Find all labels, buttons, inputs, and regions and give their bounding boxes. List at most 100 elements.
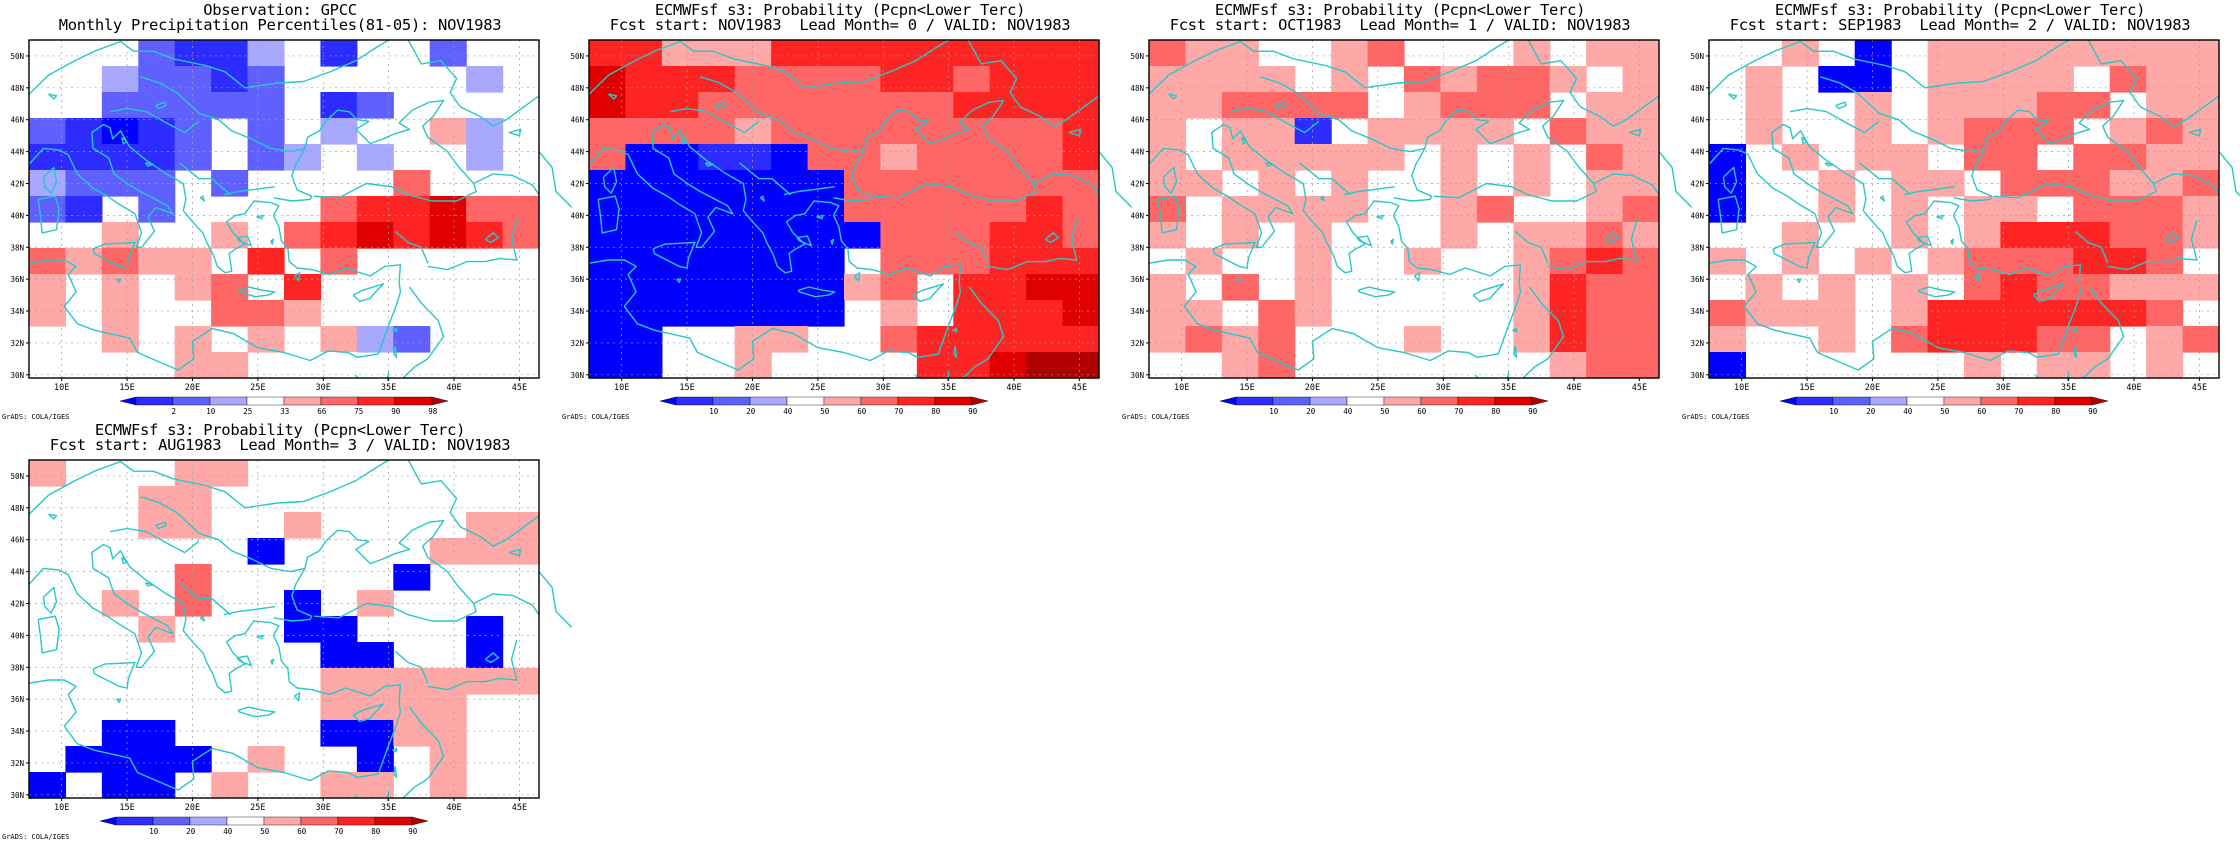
grid-cell <box>502 538 540 565</box>
coastline <box>28 39 389 95</box>
colorbar-segment <box>823 396 862 406</box>
grid-cell <box>2036 118 2074 145</box>
grid-cell <box>916 248 954 275</box>
grid-cell <box>625 352 663 379</box>
coastline <box>946 371 950 382</box>
grid-cell <box>356 590 394 617</box>
coastline <box>796 235 812 247</box>
grid-cell <box>1513 92 1551 119</box>
colorbar-segment <box>1906 396 1945 406</box>
colorbar-label: 20 <box>746 407 756 416</box>
grid-cell <box>2109 170 2147 197</box>
grid-cell <box>101 92 139 119</box>
colorbar-label: 80 <box>371 827 381 836</box>
colorbar-segment <box>283 396 322 406</box>
grid-cell <box>2146 40 2184 67</box>
grid-cell <box>1818 300 1856 327</box>
map-panel: ECMWFsf s3: Probability (Pcpn<Lower Terc… <box>1680 0 2240 421</box>
grid-cell <box>211 772 249 799</box>
grid-cell <box>1026 40 1064 67</box>
lon-label: 35E <box>381 803 396 813</box>
grid-cell <box>429 196 467 223</box>
coastline <box>223 606 275 616</box>
coastline <box>783 186 835 196</box>
grid-cell <box>844 118 882 145</box>
colorbar-arrow-right <box>1531 396 1549 406</box>
grid-cell <box>1062 92 1100 119</box>
lon-label: 35E <box>941 383 956 393</box>
colorbar-label: 90 <box>1528 407 1538 416</box>
coastline <box>139 76 306 153</box>
lon-label: 40E <box>1006 383 1021 393</box>
grid-cell <box>844 40 882 67</box>
grid-cell <box>2000 118 2038 145</box>
grid-cell <box>1149 196 1187 223</box>
lon-label: 30E <box>876 383 891 393</box>
grid-cell <box>807 40 845 67</box>
lat-label: 46N <box>1130 116 1144 125</box>
coastline <box>1717 195 1740 234</box>
coastline <box>2164 232 2180 244</box>
grid-cell <box>1709 352 1747 379</box>
grid-cell <box>1062 352 1100 379</box>
coastline <box>109 527 200 554</box>
coastline <box>2107 220 2198 271</box>
grid-cell <box>807 248 845 275</box>
grid-cell <box>807 196 845 223</box>
coastline <box>270 238 275 245</box>
lon-label: 45E <box>1632 383 1647 393</box>
coastline <box>139 496 306 573</box>
grid-cell <box>880 118 918 145</box>
grid-cell <box>1062 274 1100 301</box>
grid-cell <box>1026 326 1064 353</box>
grid-cell <box>916 92 954 119</box>
grid-cell <box>844 222 882 249</box>
grads-credit: GrADS: COLA/IGES <box>562 413 630 421</box>
grid-cell <box>1549 222 1587 249</box>
grid-cell <box>2146 118 2184 145</box>
grid-cell <box>393 668 431 695</box>
grid-cell <box>211 66 249 93</box>
grid-cell <box>1927 66 1965 93</box>
coastline <box>588 39 949 95</box>
grid-cell <box>1622 40 1660 67</box>
coastline <box>37 615 60 654</box>
lat-label: 50N <box>1130 52 1144 61</box>
grid-cell <box>1745 66 1783 93</box>
colorbar-container: 10 20 40 50 60 70 80 90 <box>99 815 470 837</box>
coastline <box>1708 123 2082 355</box>
panel-title: ECMWFsf s3: Probability (Pcpn<Lower Terc… <box>1774 1 2146 19</box>
grid-cell <box>625 92 663 119</box>
grid-cell <box>2000 326 2038 353</box>
coastline <box>256 634 264 640</box>
coastline <box>199 195 205 202</box>
colorbar-label: 66 <box>317 407 327 416</box>
coastline <box>1824 162 1834 167</box>
colorbar-segment <box>320 396 359 406</box>
colorbar-label: 20 <box>1866 407 1876 416</box>
colorbar-segment <box>1272 396 1311 406</box>
grid-cell <box>589 352 627 379</box>
coastline <box>392 327 398 333</box>
grid-cell <box>2036 40 2074 67</box>
lon-label: 25E <box>250 803 265 813</box>
grid-cell <box>1964 144 2002 171</box>
grid-cell <box>1513 170 1551 197</box>
grid-cell <box>880 326 918 353</box>
grid-cell <box>2109 66 2147 93</box>
colorbar-label: 80 <box>1491 407 1501 416</box>
coastline <box>1259 76 1426 153</box>
grid-cell <box>2182 274 2220 301</box>
grid-cell <box>844 274 882 301</box>
grid-cell <box>1440 222 1478 249</box>
grid-cell <box>320 772 358 799</box>
coastline <box>2087 39 2220 127</box>
grid-cell <box>734 196 772 223</box>
grid-cell <box>2109 248 2147 275</box>
grid-cell <box>1476 196 1514 223</box>
grid-cell <box>589 92 627 119</box>
coastline <box>256 214 264 220</box>
colorbar-segment <box>1494 396 1533 406</box>
grid-cell <box>466 222 504 249</box>
grid-cell <box>1185 300 1223 327</box>
